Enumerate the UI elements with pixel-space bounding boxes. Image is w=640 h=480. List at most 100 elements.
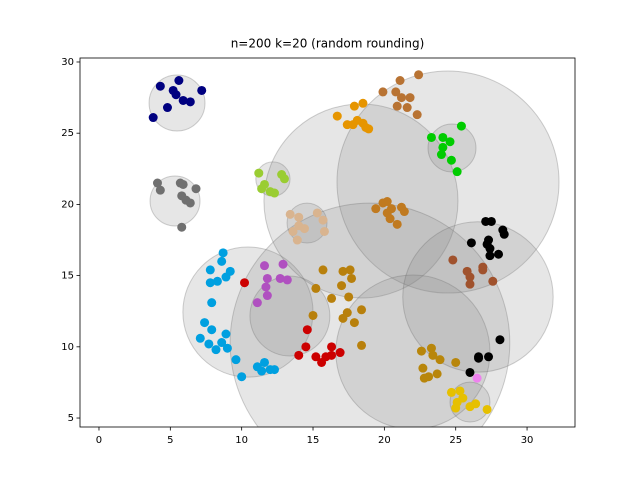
- y-tick-label: 25: [61, 128, 74, 139]
- point: [485, 244, 495, 254]
- point: [382, 197, 392, 207]
- x-tick-label: 5: [167, 435, 173, 446]
- point: [395, 76, 405, 86]
- point: [342, 308, 352, 318]
- point: [455, 386, 465, 396]
- point: [471, 399, 481, 409]
- point: [181, 195, 191, 205]
- point: [482, 404, 492, 414]
- point: [285, 209, 295, 219]
- point: [211, 345, 221, 355]
- point: [162, 103, 172, 113]
- point: [494, 249, 504, 259]
- point: [451, 357, 461, 367]
- point: [426, 343, 436, 353]
- point: [152, 178, 162, 188]
- point: [299, 224, 309, 234]
- point: [391, 87, 401, 97]
- point: [478, 262, 488, 272]
- point: [465, 367, 475, 377]
- point: [205, 265, 215, 275]
- point: [445, 137, 455, 147]
- point: [402, 103, 412, 113]
- point: [195, 333, 205, 343]
- point: [221, 329, 231, 339]
- point: [495, 335, 505, 345]
- point: [177, 222, 187, 232]
- point: [237, 372, 247, 382]
- point: [292, 235, 302, 245]
- point: [312, 208, 322, 218]
- point: [451, 403, 461, 413]
- point: [371, 204, 381, 214]
- point: [231, 355, 241, 365]
- point: [197, 85, 207, 95]
- y-tick-label: 20: [61, 199, 74, 210]
- point: [456, 121, 466, 131]
- axes-frame: [79, 57, 576, 428]
- point: [302, 325, 312, 335]
- point: [364, 124, 374, 134]
- point: [399, 207, 409, 217]
- point: [311, 283, 321, 293]
- point: [448, 255, 458, 265]
- point: [204, 339, 214, 349]
- point: [396, 93, 406, 103]
- point: [171, 90, 181, 100]
- point: [436, 150, 446, 160]
- point: [357, 305, 367, 315]
- point: [269, 188, 279, 198]
- point: [252, 298, 262, 308]
- point: [435, 355, 445, 365]
- point: [412, 110, 422, 120]
- point: [332, 111, 342, 121]
- point: [349, 101, 359, 111]
- point: [426, 132, 436, 142]
- point: [294, 350, 304, 360]
- point: [275, 273, 285, 283]
- y-tick-label: 30: [61, 57, 74, 68]
- point: [414, 70, 424, 80]
- point: [205, 278, 215, 288]
- point: [472, 373, 482, 383]
- point: [212, 276, 222, 286]
- point: [432, 369, 442, 379]
- point: [222, 343, 232, 353]
- point: [327, 293, 337, 303]
- y-tick-label: 5: [68, 413, 74, 424]
- point: [474, 353, 484, 363]
- point: [218, 248, 228, 258]
- point: [191, 184, 201, 194]
- point: [488, 276, 498, 286]
- point: [335, 348, 345, 358]
- point: [279, 174, 289, 184]
- point: [221, 272, 231, 282]
- point: [269, 365, 279, 375]
- point: [301, 342, 311, 352]
- point: [254, 168, 264, 178]
- point: [392, 101, 402, 111]
- point: [349, 318, 359, 328]
- point: [338, 266, 348, 276]
- point: [466, 238, 476, 248]
- x-tick-label: 20: [378, 435, 391, 446]
- point: [438, 142, 448, 152]
- point: [217, 256, 227, 266]
- point: [342, 120, 352, 130]
- point: [385, 214, 395, 224]
- point: [357, 340, 367, 350]
- point: [260, 179, 270, 189]
- point: [155, 185, 165, 195]
- x-tick-label: 25: [449, 435, 462, 446]
- x-tick-label: 10: [235, 435, 248, 446]
- point: [428, 350, 438, 360]
- point: [446, 387, 456, 397]
- point: [392, 219, 402, 229]
- point: [484, 352, 494, 362]
- x-tick-label: 30: [521, 435, 534, 446]
- point: [260, 357, 270, 367]
- point: [262, 291, 272, 301]
- point: [240, 278, 250, 288]
- point: [337, 281, 347, 291]
